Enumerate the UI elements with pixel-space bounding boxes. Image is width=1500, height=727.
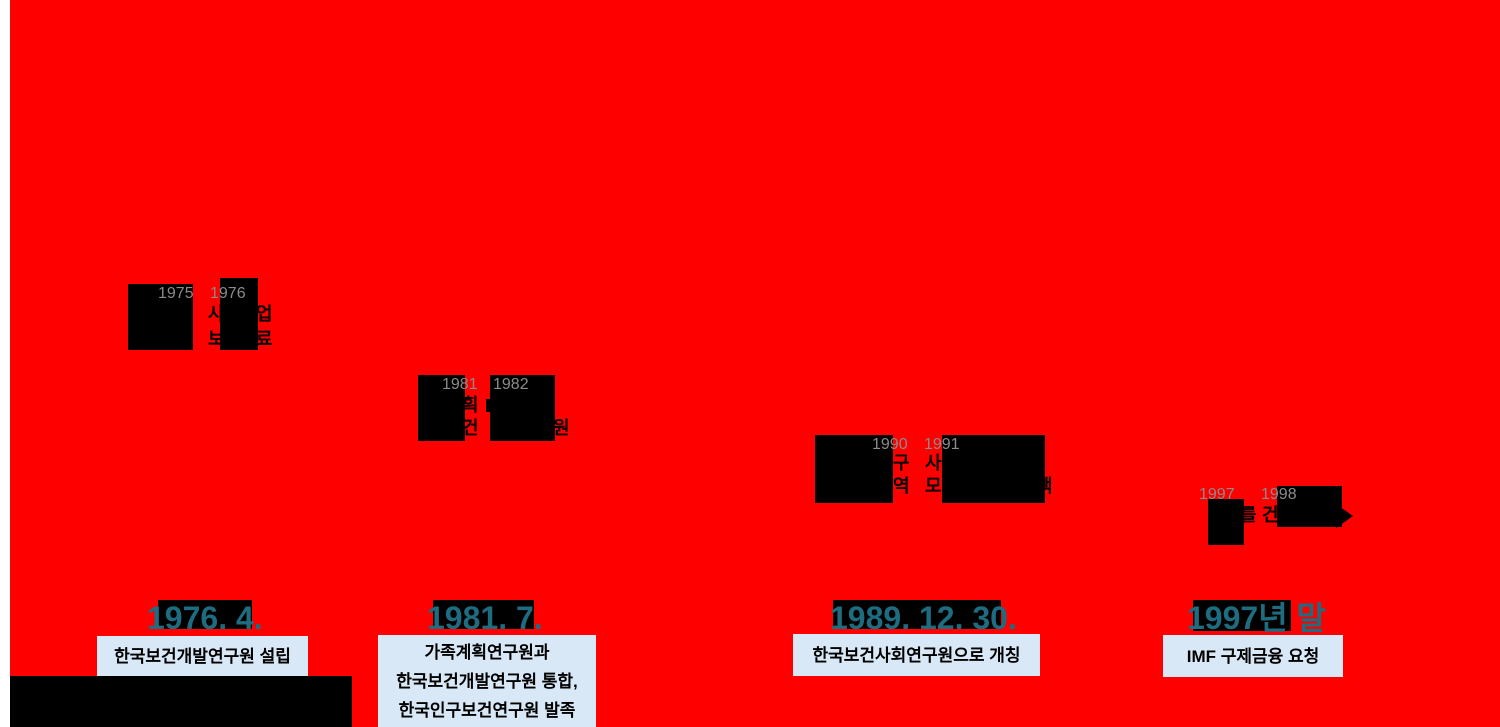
milestone-label: IMF 구제금융 요청 — [1163, 635, 1343, 677]
milestone-label: 한국보건사회연구원으로 개칭 — [793, 634, 1040, 676]
year-label: 1981 — [442, 376, 478, 393]
year-label: 1998 — [1261, 486, 1297, 503]
event-text-fragment: 원 — [553, 418, 570, 438]
text-sliver — [486, 399, 490, 412]
date-highlight-bar — [433, 600, 534, 629]
redaction-box — [10, 676, 352, 727]
year-label: 1976 — [210, 285, 246, 302]
redaction-box — [220, 278, 258, 350]
event-text-fragment: 획 — [462, 395, 479, 415]
event-text-fragment: 모 — [925, 476, 942, 496]
milestone-date: 1981. 7. — [427, 600, 543, 636]
milestone-label-line: 한국보건개발연구원 통합, — [396, 671, 578, 691]
redaction-box — [1208, 499, 1244, 545]
redaction-box — [418, 375, 465, 441]
event-text-fragment: 업 — [256, 304, 273, 324]
event-text-fragment: 건 — [462, 418, 479, 438]
redaction-box — [128, 284, 193, 350]
redaction-box — [815, 435, 893, 503]
redaction-box — [490, 375, 555, 441]
year-label: 1982 — [493, 376, 529, 393]
event-text-fragment: 사 — [925, 453, 942, 473]
milestone-label-line: IMF 구제금융 요청 — [1186, 646, 1320, 666]
year-label: 1991 — [924, 436, 960, 453]
date-highlight-bar — [833, 600, 1001, 629]
event-text-fragment: 건 — [1262, 505, 1279, 525]
milestone-label: 가족계획연구원과 한국보건개발연구원 통합, 한국인구보건연구원 발족 — [378, 635, 596, 727]
year-label: 1975 — [158, 285, 194, 302]
date-highlight-bar — [158, 600, 252, 629]
milestone-label: 한국보건개발연구원 설립 — [97, 636, 308, 676]
redaction-box — [942, 435, 1045, 503]
event-text-fragment: 를 — [1240, 505, 1257, 525]
event-text-fragment: 역 — [893, 476, 910, 496]
redaction-box — [1277, 486, 1342, 527]
event-text-fragment: 구 — [893, 453, 910, 473]
milestone-date: 1989. 12. 30. — [830, 600, 1017, 636]
milestone-label-line: 한국보건개발연구원 설립 — [114, 646, 291, 666]
date-highlight-bar — [1193, 600, 1291, 631]
milestone-date: 1976. 4. — [147, 600, 263, 636]
milestone-label-line: 가족계획연구원과 — [424, 642, 550, 662]
year-label: 1997 — [1199, 486, 1235, 503]
milestone-date: 1997년 말 — [1187, 600, 1326, 636]
event-text-fragment: 료 — [256, 329, 273, 349]
milestone-label-line: 한국보건사회연구원으로 개칭 — [812, 645, 1021, 665]
milestone-label-line: 한국인구보건연구원 발족 — [398, 700, 576, 720]
year-label: 1990 — [872, 436, 908, 453]
